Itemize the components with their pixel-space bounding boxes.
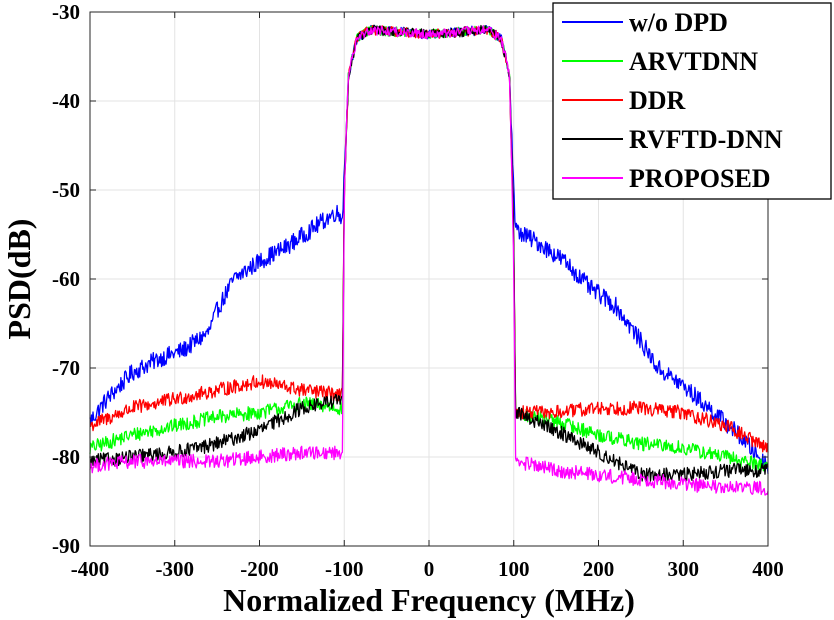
y-tick-label: -60 [52,267,80,291]
y-tick-label: -50 [52,178,80,202]
axis-ticks: -400 -300 -200 -100 0 100 200 300 400 -30 -40 -50 -6… [52,0,784,581]
legend-label-arvtdnn: ARVTDNN [629,47,758,76]
legend-label-rvftd-dnn: RVFTD-DNN [629,125,783,154]
x-tick-label: -400 [71,557,110,581]
x-tick-label: 300 [668,557,700,581]
series-line-arvtdnn [89,25,769,472]
x-tick-label: 400 [752,557,784,581]
y-tick-label: -40 [52,89,80,113]
x-tick-label: -300 [156,557,195,581]
y-tick-label: -80 [52,445,80,469]
legend-label-ddr: DDR [629,86,686,115]
series-lines [89,24,769,496]
legend: w/o DPD ARVTDNN DDR RVFTD-DNN PROPOSED [552,2,832,200]
x-tick-label: 0 [424,557,435,581]
x-tick-label: -200 [240,557,279,581]
x-tick-label: 100 [498,557,530,581]
series-line-proposed [89,25,769,496]
y-tick-label: -30 [52,0,80,24]
series-line-rvftd-dnn [89,24,769,483]
y-axis-label: PSD(dB) [1,219,37,340]
x-axis-label: Normalized Frequency (MHz) [223,582,635,618]
x-tick-label: 200 [583,557,615,581]
x-tick-label: -100 [325,557,364,581]
y-tick-label: -70 [52,356,80,380]
y-tick-label: -90 [52,534,80,558]
legend-label-w-o-dpd: w/o DPD [629,8,728,37]
legend-label-proposed: PROPOSED [629,164,771,193]
